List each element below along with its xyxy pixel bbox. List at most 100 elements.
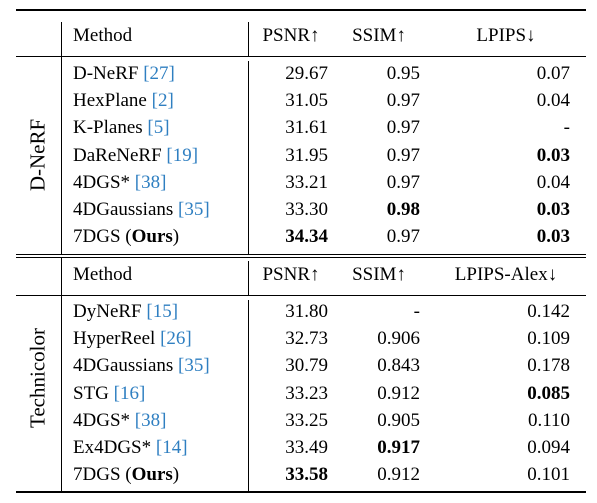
psnr-cell: 33.25 — [285, 409, 328, 431]
header-ssim: SSIM↑ — [352, 25, 406, 46]
lpips-cell: 0.110 — [527, 409, 570, 431]
method-name: HexPlane — [73, 90, 152, 112]
psnr-cell: 31.05 — [285, 90, 328, 112]
lpips-cell: 0.109 — [527, 328, 570, 350]
table-row: HyperReel [26] 32.73 0.906 0.109 — [0, 325, 597, 352]
method-separator-body-technicolor — [248, 300, 249, 491]
citation-link[interactable]: [15] — [146, 301, 179, 322]
psnr-cell: 33.58 — [285, 464, 328, 486]
psnr-cell: 31.80 — [285, 301, 328, 322]
lpips-cell: 0.03 — [536, 144, 570, 166]
citation-link[interactable]: [16] — [113, 382, 146, 404]
header-method: Method — [73, 264, 133, 285]
method-cell: 4DGaussians [35] — [73, 196, 210, 223]
table-row: HexPlane [2] 31.05 0.97 0.04 — [0, 87, 597, 114]
section-rule-top — [16, 254, 586, 255]
citation-link[interactable]: [14] — [155, 437, 188, 458]
ours-close-paren: ) — [172, 226, 180, 248]
citation-link[interactable]: [38] — [134, 171, 167, 193]
header-rule-technicolor — [16, 295, 586, 296]
ours-label: Ours — [131, 464, 173, 486]
psnr-cell: 33.21 — [285, 171, 328, 193]
table-row: DyNeRF [15] 31.80 - 0.142 — [0, 298, 597, 325]
table-row: K-Planes [5] 31.61 0.97 - — [0, 114, 597, 141]
top-rule — [16, 9, 586, 11]
psnr-cell: 29.67 — [285, 63, 328, 84]
method-cell: K-Planes [5] — [73, 114, 170, 141]
table-row: D-NeRF [27] 29.67 0.95 0.07 — [0, 60, 597, 87]
table-row: Ex4DGS* [14] 33.49 0.917 0.094 — [0, 434, 597, 461]
method-separator-header-dnerf — [248, 22, 249, 56]
ssim-cell: 0.843 — [377, 355, 420, 377]
lpips-cell: 0.142 — [527, 301, 570, 322]
citation-link[interactable]: [26] — [160, 328, 192, 350]
table-row: 4DGS* [38] 33.21 0.97 0.04 — [0, 169, 597, 196]
ssim-cell: 0.98 — [386, 199, 420, 220]
psnr-cell: 33.23 — [285, 382, 328, 404]
citation-link[interactable]: [2] — [151, 90, 174, 112]
method-cell: 4DGaussians [35] — [73, 352, 210, 379]
ssim-cell: 0.97 — [386, 171, 420, 193]
section-rule-bottom — [16, 257, 586, 258]
table-row: 4DGaussians [35] 33.30 0.98 0.03 — [0, 196, 597, 223]
method-name: 7DGS ( — [73, 226, 132, 248]
table-row: 7DGS (Ours) 34.34 0.97 0.03 — [0, 223, 597, 250]
method-name: DaReNeRF — [73, 144, 167, 166]
header-lpips: LPIPS↓ — [476, 25, 536, 46]
lpips-cell: 0.178 — [527, 355, 570, 377]
label-separator-technicolor — [61, 258, 62, 491]
method-cell: 4DGS* [38] — [73, 169, 166, 196]
citation-link[interactable]: [27] — [143, 63, 175, 84]
ssim-cell: 0.97 — [386, 117, 420, 139]
ssim-cell: 0.95 — [386, 63, 420, 84]
method-separator-header-technicolor — [248, 261, 249, 295]
psnr-cell: 31.95 — [285, 144, 328, 166]
method-name: 4DGaussians — [73, 199, 179, 220]
table-row: DaReNeRF [19] 31.95 0.97 0.03 — [0, 142, 597, 169]
method-cell: STG [16] — [73, 380, 145, 407]
method-cell: 7DGS (Ours) — [73, 223, 179, 250]
header-row-technicolor: Method PSNR↑ SSIM↑ LPIPS-Alex↓ — [0, 261, 597, 288]
method-name: Ex4DGS* — [73, 437, 156, 458]
ssim-cell: 0.912 — [377, 382, 420, 404]
header-psnr: PSNR↑ — [262, 264, 320, 285]
header-lpips-alex: LPIPS-Alex↓ — [454, 264, 558, 285]
psnr-cell: 31.61 — [285, 117, 328, 139]
label-separator-dnerf — [61, 22, 62, 255]
method-name: 7DGS ( — [73, 464, 132, 486]
psnr-cell: 34.34 — [285, 226, 328, 248]
method-separator-body-dnerf — [248, 61, 249, 255]
method-name: 4DGS* — [73, 409, 135, 431]
method-name: K-Planes — [73, 117, 148, 139]
lpips-cell: 0.085 — [527, 382, 570, 404]
ssim-cell: 0.917 — [377, 437, 420, 458]
citation-link[interactable]: [19] — [166, 144, 199, 166]
lpips-cell: 0.094 — [527, 437, 570, 458]
citation-link[interactable]: [35] — [178, 199, 210, 220]
citation-link[interactable]: [35] — [178, 355, 210, 377]
psnr-cell: 32.73 — [285, 328, 328, 350]
citation-link[interactable]: [5] — [147, 117, 170, 139]
method-cell: 4DGS* [38] — [73, 407, 166, 434]
lpips-cell: - — [563, 117, 570, 139]
header-row-dnerf: Method PSNR↑ SSIM↑ LPIPS↓ — [0, 22, 597, 49]
ours-label: Ours — [131, 226, 173, 248]
method-name: STG — [73, 382, 114, 404]
ssim-cell: 0.906 — [377, 328, 420, 350]
method-cell: 7DGS (Ours) — [73, 461, 179, 488]
lpips-cell: 0.101 — [527, 464, 570, 486]
ssim-cell: 0.97 — [386, 144, 420, 166]
ssim-cell: 0.97 — [386, 226, 420, 248]
lpips-cell: 0.03 — [536, 199, 570, 220]
table-row: 4DGS* [38] 33.25 0.905 0.110 — [0, 407, 597, 434]
psnr-cell: 30.79 — [285, 355, 328, 377]
ours-close-paren: ) — [172, 464, 180, 486]
lpips-cell: 0.07 — [536, 63, 570, 84]
table-row: 7DGS (Ours) 33.58 0.912 0.101 — [0, 461, 597, 488]
method-name: D-NeRF — [73, 63, 144, 84]
citation-link[interactable]: [38] — [134, 409, 167, 431]
lpips-cell: 0.04 — [536, 90, 570, 112]
method-cell: DyNeRF [15] — [73, 298, 178, 325]
lpips-cell: 0.03 — [536, 226, 570, 248]
ssim-cell: - — [413, 301, 420, 322]
